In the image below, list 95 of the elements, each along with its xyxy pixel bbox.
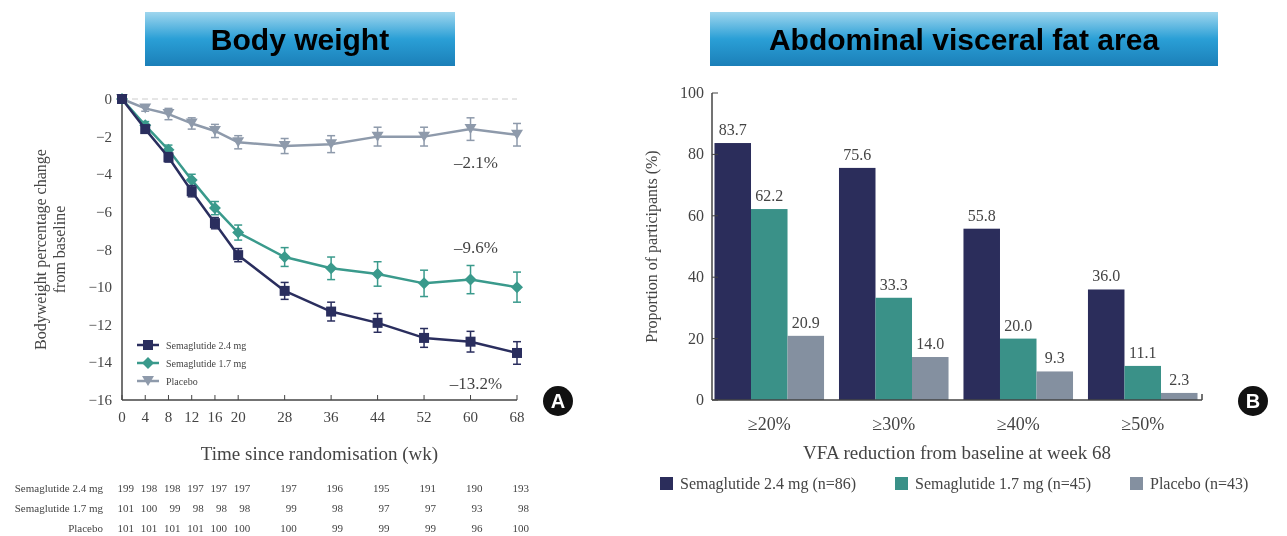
data-label: 83.7 [718,121,747,139]
point [419,332,430,343]
point [325,262,338,275]
annotation: –13.2% [448,374,503,393]
data-label: 11.1 [1129,343,1157,361]
point [278,251,291,264]
y-tick-label: −8 [96,241,112,258]
text: A [550,390,566,412]
legend-label: Semaglutide 1.7 mg (n=45) [915,475,1092,493]
point [465,336,476,347]
chart-title: Body weight [210,23,390,56]
bar [838,167,876,400]
point [511,129,523,140]
text: B [1245,390,1261,412]
legend-label: Semaglutide 2.4 mg (n=86) [680,475,857,493]
data-label: 33.3 [879,275,908,293]
data-label: 55.8 [967,206,996,224]
y-axis-title: Bodyweight percentage change from baseline [32,149,68,350]
point [464,273,477,286]
x-tick-label: ≥40% [996,414,1040,434]
point [372,317,383,328]
data-label: 14.0 [916,335,945,353]
point [325,139,338,150]
y-tick-label: 40 [688,268,704,286]
bar [787,335,825,400]
x-tick-label: 4 [141,409,150,425]
x-tick-label: ≥20% [747,414,791,434]
x-tick-label: 12 [184,409,200,425]
bar [875,297,913,400]
y-tick-label: −4 [96,166,113,183]
bar [963,228,1000,400]
legend-label: Placebo [166,376,198,387]
point [371,267,384,280]
point [140,124,151,135]
legend-label: Semaglutide 2.4 mg [166,340,247,351]
point [418,131,431,142]
bar [714,143,752,400]
y-tick-label: −16 [88,392,113,408]
annotation: –9.6% [453,238,498,257]
text: 199 198 198 197 197 197 197 196 195 191 190 193 [117,482,529,494]
y-axis-title: Proportion of participants (%) [643,150,661,343]
bar [1036,371,1074,400]
y-tick-label: −14 [88,354,113,371]
legend-label: Semaglutide 1.7 mg [166,358,247,369]
text: 101 101 101 101 100 100 100 99 99 99 96 100 [117,522,529,534]
bar [751,209,788,400]
point [279,285,290,296]
y-tick-label: 0 [104,91,112,107]
y-tick-label: 60 [688,206,704,224]
data-label: 36.0 [1092,267,1121,285]
x-tick-label: 28 [277,409,293,425]
x-tick-label: 36 [323,409,340,425]
x-tick-label: 16 [207,409,223,425]
text: Semaglutide 1.7 mg [14,502,104,514]
x-tick-label: 68 [509,409,525,425]
bar [912,357,949,400]
point [512,347,522,358]
annotation: –2.1% [453,153,498,172]
data-label: 9.3 [1044,349,1065,367]
bar [1087,289,1125,400]
x-tick-label: ≥30% [872,414,916,434]
y-tick-label: −12 [88,316,112,333]
bar [999,338,1037,400]
point [139,103,152,114]
x-tick-label: 44 [370,409,386,425]
legend-label: Placebo (n=43) [1150,475,1249,493]
point [418,277,431,290]
x-tick-label: 52 [416,409,432,425]
data-label: 75.6 [843,145,872,163]
data-label: 62.2 [755,187,784,205]
x-axis-title: Time since randomisation (wk) [200,443,439,465]
x-tick-label: 20 [230,409,246,425]
y-tick-label: 20 [688,329,704,347]
data-label: 20.0 [1004,316,1033,334]
data-label: 2.3 [1169,370,1190,388]
chart-title: Abdominal visceral fat area [768,23,1160,56]
x-tick-label: 8 [164,409,173,425]
text: Semaglutide 2.4 mg [14,482,104,494]
bar [1124,365,1161,400]
point [371,131,384,142]
y-tick-label: 100 [680,84,704,101]
y-tick-label: −6 [96,203,113,220]
text: Placebo [68,522,104,534]
point [326,306,337,317]
x-tick-label: 60 [463,409,479,425]
data-label: 20.9 [791,313,820,331]
y-tick-label: 0 [696,391,704,408]
x-tick-label: 0 [118,409,126,425]
text: 101 100 99 98 98 98 99 98 97 97 93 98 [117,502,529,514]
point [511,281,523,294]
x-tick-label: ≥50% [1121,414,1165,434]
y-tick-label: 80 [688,145,704,163]
y-tick-label: −2 [96,128,112,145]
x-axis-title: VFA reduction from baseline at week 68 [803,442,1111,463]
y-tick-label: −10 [88,279,112,296]
